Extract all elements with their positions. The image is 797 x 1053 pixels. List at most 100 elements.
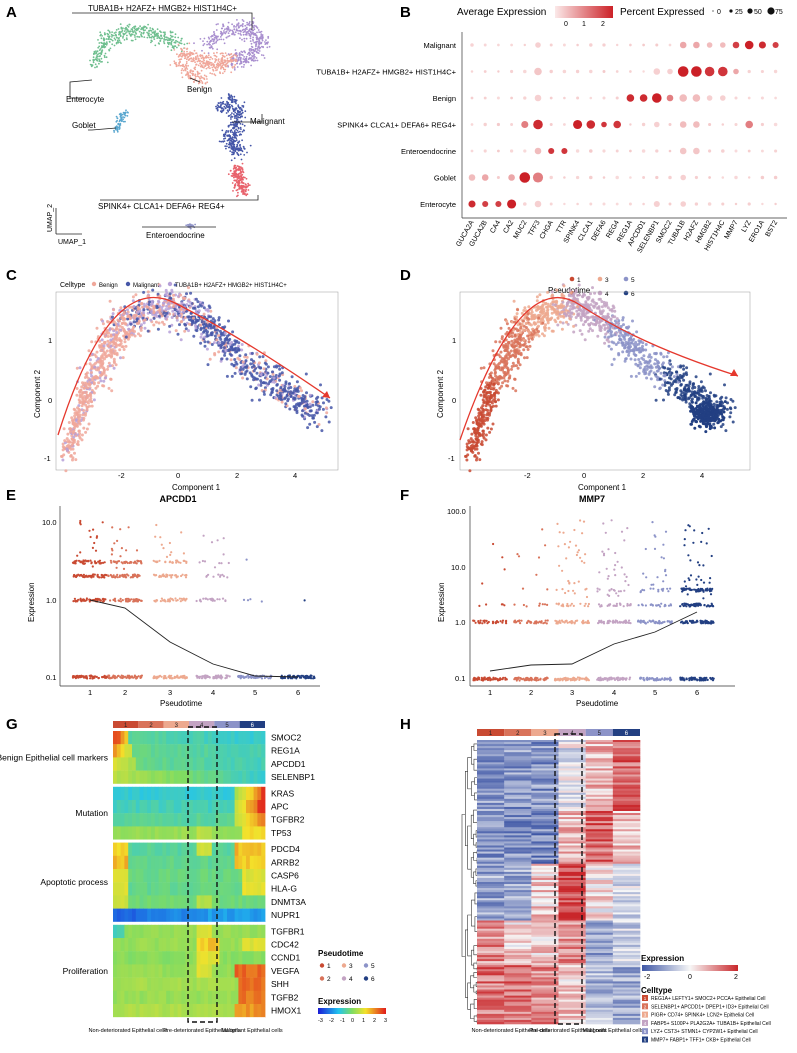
dotplot-dot: [679, 94, 687, 102]
dotplot-gene-label: CA4: [489, 219, 502, 234]
dotplot-dot: [496, 175, 500, 180]
umap-point: [225, 31, 227, 33]
umap-point: [228, 105, 231, 107]
panel-b: B Average Expression 0 1 2 Percent Expre…: [316, 4, 787, 254]
trajectory-point: [81, 398, 85, 402]
umap-point: [111, 39, 114, 42]
umap-point: [135, 29, 138, 31]
dotplot-dot: [655, 43, 659, 47]
umap-point: [169, 37, 172, 40]
umap-point: [231, 59, 233, 61]
trajectory-point: [73, 414, 77, 418]
umap-point: [237, 191, 239, 194]
dotplot-dot: [563, 176, 566, 179]
legend-benign: Benign: [99, 283, 118, 289]
pseudotime-point: [612, 357, 616, 361]
trajectory-point: [250, 374, 254, 378]
dotplot-dot: [548, 147, 555, 155]
umap-point: [263, 57, 266, 59]
trajectory-point: [86, 396, 90, 399]
trajectory-point: [217, 318, 221, 322]
pseudotime-point: [516, 361, 520, 365]
xtick-c-3: 4: [293, 471, 297, 480]
trajectory-point: [296, 389, 300, 393]
umap-point: [194, 61, 197, 64]
pseudotime-point: [525, 356, 529, 360]
trajectory-point: [98, 345, 102, 348]
trajectory-point: [107, 353, 111, 357]
pseudotime-point: [535, 327, 539, 331]
umap-point: [224, 68, 227, 71]
umap-point: [204, 56, 207, 58]
umap-point: [202, 40, 204, 42]
umap-point: [163, 42, 166, 45]
pseudotime-point: [516, 338, 520, 341]
umap-point: [180, 69, 183, 72]
umap-scatter: [89, 17, 271, 230]
panel-b-label: B: [400, 4, 411, 21]
pseudotime-point: [553, 318, 557, 322]
umap-point: [208, 42, 210, 45]
umap-point: [237, 177, 240, 180]
dotplot-dot: [761, 202, 764, 206]
umap-point: [174, 41, 177, 44]
umap-point: [244, 51, 247, 54]
dotplot-gene-label: MUC2: [513, 219, 529, 240]
trajectory-point: [90, 374, 94, 378]
pseudotime-point: [474, 416, 478, 420]
trajectory-point: [283, 389, 287, 393]
umap-point: [207, 52, 210, 54]
trajectory-point: [223, 331, 227, 335]
umap-point: [111, 34, 114, 37]
dotplot-dot: [483, 122, 487, 127]
umap-point: [241, 188, 244, 191]
trajectory-point: [166, 307, 170, 311]
umap-point: [174, 36, 177, 39]
pseudotime-point: [644, 343, 648, 346]
umap-point: [230, 118, 232, 120]
umap-point: [118, 39, 121, 42]
dotplot-dot: [668, 202, 672, 206]
trajectory-point: [78, 366, 82, 370]
umap-point: [267, 35, 270, 38]
umap-point: [190, 224, 193, 227]
umap-point: [186, 56, 189, 59]
umap-point: [163, 34, 166, 37]
umap-point: [228, 138, 230, 141]
trajectory-point: [234, 346, 238, 350]
pseudotime-point: [547, 326, 551, 330]
umap-point: [200, 60, 203, 63]
pseudotime-point: [648, 353, 652, 357]
dotplot-dot: [497, 43, 500, 47]
umap-point: [109, 31, 111, 34]
trajectory-point: [213, 352, 217, 355]
umap-point: [211, 35, 214, 37]
trajectory-point: [125, 312, 129, 316]
umap-point: [227, 21, 230, 24]
umap-point: [255, 25, 257, 28]
umap-point: [107, 33, 110, 36]
umap-point: [237, 126, 240, 129]
dotplot-dot: [629, 149, 632, 153]
umap-point: [104, 33, 106, 36]
pseudotime-point: [544, 302, 547, 306]
umap-point: [237, 116, 239, 119]
trajectory-point: [315, 411, 319, 415]
umap-point: [107, 38, 110, 41]
umap-point: [227, 27, 230, 29]
umap-point: [108, 41, 111, 43]
umap-point: [185, 48, 188, 50]
umap-point: [216, 104, 219, 106]
trajectory-point: [230, 362, 234, 366]
umap-point: [234, 100, 237, 103]
umap-point: [104, 43, 107, 45]
pseudotime-point: [546, 308, 550, 312]
trajectory-point: [101, 322, 105, 326]
trajectory-point: [96, 360, 100, 364]
umap-point: [224, 133, 227, 136]
umap-point: [229, 123, 232, 126]
trajectory-point: [241, 364, 245, 368]
trajectory-point: [196, 305, 200, 309]
pseudotime-point: [609, 334, 613, 338]
trajectory-point: [202, 329, 206, 333]
